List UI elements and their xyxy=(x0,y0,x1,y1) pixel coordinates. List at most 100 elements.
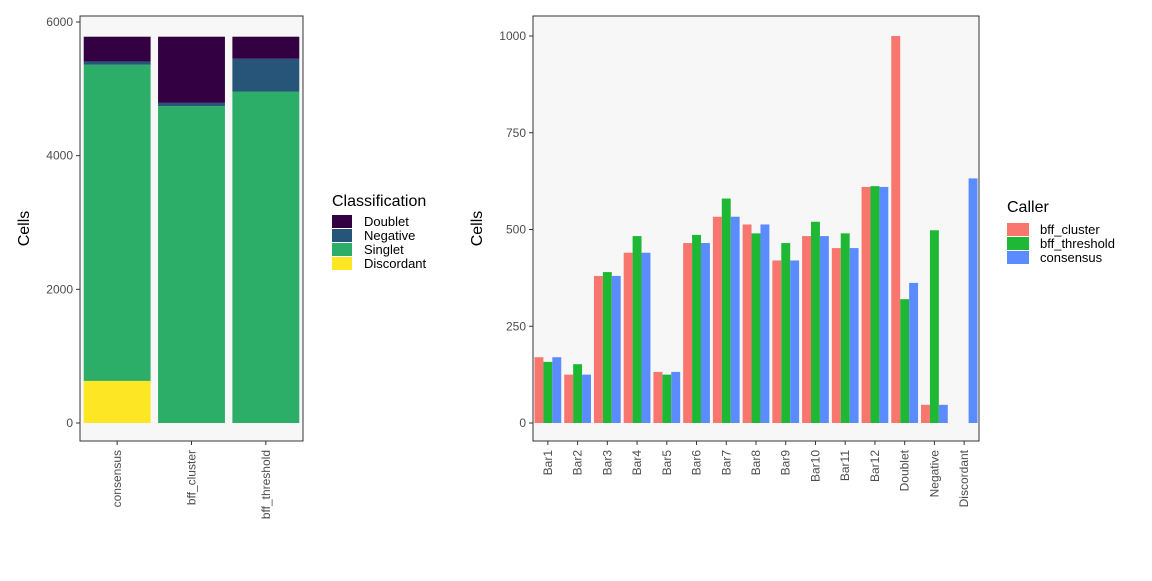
panel2-bar xyxy=(891,36,901,423)
panel2-legend-label: consensus xyxy=(1040,250,1103,265)
panel2-x-tick-label: Bar1 xyxy=(541,450,555,476)
panel2-y-tick-label: 500 xyxy=(506,223,526,237)
panel2-x-tick-label: Bar6 xyxy=(690,450,704,476)
panel2-bar xyxy=(938,404,948,423)
panel2-x-tick-label: Bar8 xyxy=(749,450,763,476)
panel2-bar xyxy=(849,248,859,423)
panel2-x-tick-label: Bar11 xyxy=(838,450,852,481)
panel1-x-tick-label: bff_cluster xyxy=(185,450,199,505)
panel1-bar-segment xyxy=(232,58,300,92)
panel1-y-tick-label: 2000 xyxy=(46,282,73,296)
panel2-legend-key xyxy=(1007,237,1029,250)
panel1-legend-key xyxy=(332,243,352,256)
panel1-legend-key xyxy=(332,215,352,228)
panel2-x-tick-label: Negative xyxy=(927,450,941,498)
panel1-bar-segment xyxy=(158,102,225,107)
panel2-y-tick-label: 0 xyxy=(519,416,526,430)
panel1-bar-segment xyxy=(158,36,225,103)
panel2-bar xyxy=(861,186,871,423)
panel2-x-tick-label: Bar12 xyxy=(868,450,882,482)
panel2-bar xyxy=(909,282,919,423)
panel2-legend-key xyxy=(1007,251,1029,264)
panel2-bar xyxy=(543,361,553,423)
panel1-y-tick-label: 0 xyxy=(66,416,73,430)
panel1-bar-segment xyxy=(232,36,300,59)
panel2-bar xyxy=(751,233,761,423)
panel2-bar xyxy=(641,252,651,423)
panel2-x-tick-label: Bar3 xyxy=(600,450,614,476)
panel1-legend-key xyxy=(332,257,352,270)
panel1-bar-segment xyxy=(83,380,151,423)
panel2-bar xyxy=(790,260,800,423)
panel2-bar xyxy=(623,252,633,423)
panel2-x-tick-label: Doublet xyxy=(898,449,912,491)
panel2-x-tick-label: Bar7 xyxy=(719,450,733,476)
panel1-legend-title: Classification xyxy=(332,193,426,210)
panel1-bar-segment xyxy=(232,91,300,424)
panel2-bar xyxy=(760,224,770,423)
panel2-bar xyxy=(968,178,978,423)
panel2-bar xyxy=(632,236,642,423)
panel2-bar xyxy=(593,275,603,423)
panel2-bar xyxy=(840,233,850,423)
panel2-bar xyxy=(552,357,562,423)
panel2-bar xyxy=(781,243,791,423)
panel2-bar xyxy=(611,275,621,423)
panel1-bar-segment xyxy=(158,106,225,424)
panel2-y-tick-label: 250 xyxy=(506,319,526,333)
panel1-x-tick-label: bff_threshold xyxy=(259,450,273,519)
panel2-bar xyxy=(900,299,910,423)
panel2-bar xyxy=(721,198,731,423)
panel1-legend-label: Negative xyxy=(364,228,415,243)
panel1-x-tick-label: consensus xyxy=(110,450,124,507)
panel2-x-tick-label: Bar9 xyxy=(779,450,793,476)
panel2-bar xyxy=(870,186,880,423)
panel2-bar xyxy=(564,374,574,423)
panel2-bar xyxy=(534,357,544,423)
panel2-x-tick-label: Bar4 xyxy=(630,450,644,476)
panel2-bar xyxy=(802,236,812,423)
panel2-legend-label: bff_threshold xyxy=(1040,236,1115,251)
panel2-bar xyxy=(921,404,930,423)
panel2-bar xyxy=(772,260,782,423)
panel2-bar xyxy=(700,243,710,423)
panel2-y-tick-label: 1000 xyxy=(499,29,526,43)
panel1-legend-key xyxy=(332,229,352,242)
panel1-bar-segment xyxy=(83,64,151,381)
panel2-bar xyxy=(573,364,583,423)
panel2-bar xyxy=(730,216,740,423)
panel2-legend-label: bff_cluster xyxy=(1040,222,1100,237)
panel2-bar xyxy=(671,371,681,423)
panel2-legend-key xyxy=(1007,223,1029,236)
panel1-bar-segment xyxy=(83,61,151,65)
panel2-x-tick-label: Bar5 xyxy=(660,450,674,476)
panel1-bar-segment xyxy=(83,36,151,62)
panel2-y-axis-title: Cells xyxy=(469,211,486,247)
panel1-y-tick-label: 4000 xyxy=(46,149,73,163)
panel2-bar xyxy=(811,221,820,423)
panel2-bar xyxy=(683,243,693,423)
panel1-y-tick-label: 6000 xyxy=(46,15,73,29)
panel2-bar xyxy=(712,216,722,423)
panel1-y-axis-title: Cells xyxy=(16,211,33,247)
panel2-x-tick-label: Bar10 xyxy=(808,450,822,482)
panel2-bar xyxy=(692,234,701,423)
panel2-x-tick-label: Discordant xyxy=(957,449,971,507)
panel2-bar xyxy=(662,374,672,423)
panel1-legend-label: Singlet xyxy=(364,242,404,257)
panel2-bar xyxy=(929,230,939,423)
panel2-bar xyxy=(653,371,663,423)
panel2-y-tick-label: 750 xyxy=(506,126,526,140)
panel2-bar xyxy=(819,236,829,423)
panel2-legend-title: Caller xyxy=(1007,199,1049,216)
panel2-bar xyxy=(602,272,612,423)
panel1-legend-label: Discordant xyxy=(364,256,427,271)
panel1-legend-label: Doublet xyxy=(364,214,409,229)
panel2-bar xyxy=(582,374,591,423)
panel2-bar xyxy=(831,248,841,423)
panel2-bar xyxy=(879,186,889,423)
panel2-x-tick-label: Bar2 xyxy=(571,450,585,476)
panel2-bar xyxy=(742,224,752,423)
